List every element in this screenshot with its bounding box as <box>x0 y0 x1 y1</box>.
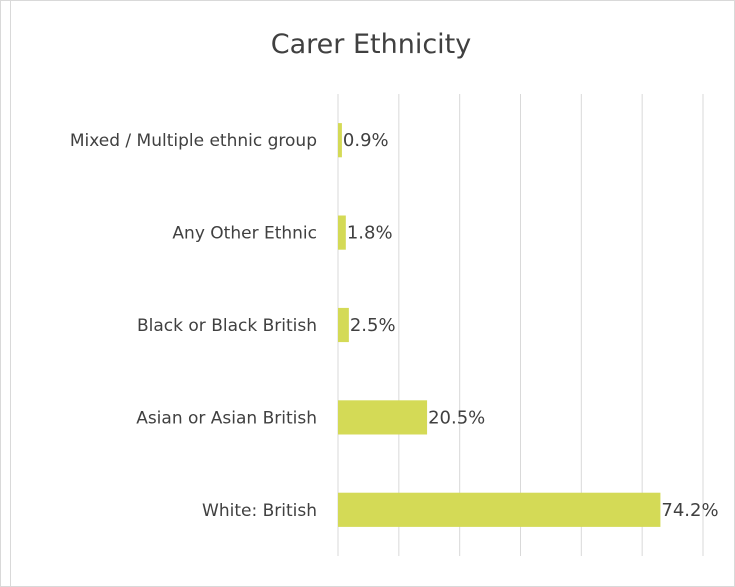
frame-left-divider <box>10 0 11 587</box>
category-label: Mixed / Multiple ethnic group <box>70 131 317 151</box>
bar <box>338 307 349 343</box>
category-labels: Mixed / Multiple ethnic group Any Other E… <box>70 131 317 521</box>
bars <box>338 123 661 527</box>
data-label: 1.8% <box>347 223 393 244</box>
bar <box>338 492 661 527</box>
bar <box>338 400 428 435</box>
data-label: 2.5% <box>350 315 396 336</box>
bar <box>338 215 346 250</box>
data-label: 74.2% <box>661 500 718 521</box>
category-label: Asian or Asian British <box>136 408 317 428</box>
data-labels: 0.9% 1.8% 2.5% 20.5% 74.2% <box>343 130 719 521</box>
category-label: Black or Black British <box>137 316 317 336</box>
data-label: 20.5% <box>428 407 485 428</box>
bar <box>338 123 342 158</box>
category-label: Any Other Ethnic <box>172 224 317 244</box>
data-label: 0.9% <box>343 130 389 151</box>
chart-title: Carer Ethnicity <box>271 29 472 60</box>
category-label: White: British <box>202 501 317 521</box>
